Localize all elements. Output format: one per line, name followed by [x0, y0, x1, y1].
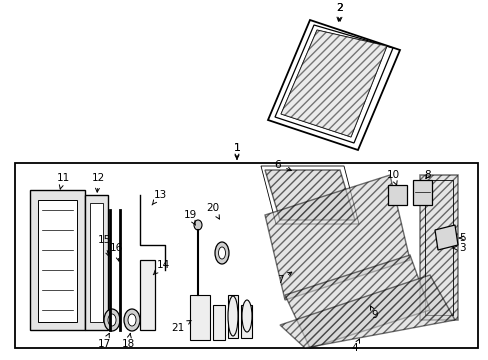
Ellipse shape — [215, 242, 228, 264]
Polygon shape — [140, 260, 155, 330]
Text: 6: 6 — [274, 160, 291, 171]
Text: 21: 21 — [171, 320, 191, 333]
Text: 8: 8 — [424, 170, 430, 180]
Text: 18: 18 — [121, 333, 134, 349]
Polygon shape — [280, 275, 454, 348]
Polygon shape — [190, 295, 209, 340]
Text: 2: 2 — [336, 3, 343, 21]
Polygon shape — [38, 200, 77, 322]
Text: 13: 13 — [152, 190, 166, 205]
Text: 1: 1 — [233, 143, 240, 159]
Polygon shape — [434, 225, 457, 250]
Text: 11: 11 — [56, 173, 69, 189]
Polygon shape — [241, 305, 251, 338]
Text: 16: 16 — [109, 243, 122, 261]
Polygon shape — [90, 203, 103, 322]
Polygon shape — [264, 170, 354, 220]
Text: 19: 19 — [183, 210, 196, 225]
Text: 1: 1 — [233, 143, 240, 153]
Ellipse shape — [104, 309, 120, 331]
Ellipse shape — [218, 247, 225, 259]
Polygon shape — [227, 295, 238, 338]
Ellipse shape — [242, 300, 251, 332]
Polygon shape — [30, 190, 85, 330]
Text: 12: 12 — [91, 173, 104, 192]
Polygon shape — [285, 255, 429, 348]
Polygon shape — [85, 195, 108, 330]
Text: 4: 4 — [351, 339, 359, 353]
Text: 15: 15 — [97, 235, 110, 256]
Polygon shape — [213, 305, 224, 340]
Text: 7: 7 — [276, 272, 291, 285]
Polygon shape — [419, 175, 457, 320]
Text: 10: 10 — [386, 170, 399, 185]
Text: 5: 5 — [458, 233, 465, 243]
Text: 9: 9 — [370, 306, 378, 320]
Text: 14: 14 — [153, 260, 169, 275]
Ellipse shape — [194, 220, 202, 230]
Text: 17: 17 — [97, 333, 110, 349]
Polygon shape — [412, 180, 431, 205]
Ellipse shape — [124, 309, 140, 331]
Polygon shape — [281, 30, 386, 137]
Ellipse shape — [108, 314, 116, 326]
Polygon shape — [387, 185, 406, 205]
Ellipse shape — [128, 314, 136, 326]
Ellipse shape — [227, 296, 238, 336]
Text: 3: 3 — [452, 243, 465, 253]
Text: 2: 2 — [336, 3, 343, 21]
Text: 20: 20 — [206, 203, 219, 219]
Polygon shape — [264, 175, 409, 300]
